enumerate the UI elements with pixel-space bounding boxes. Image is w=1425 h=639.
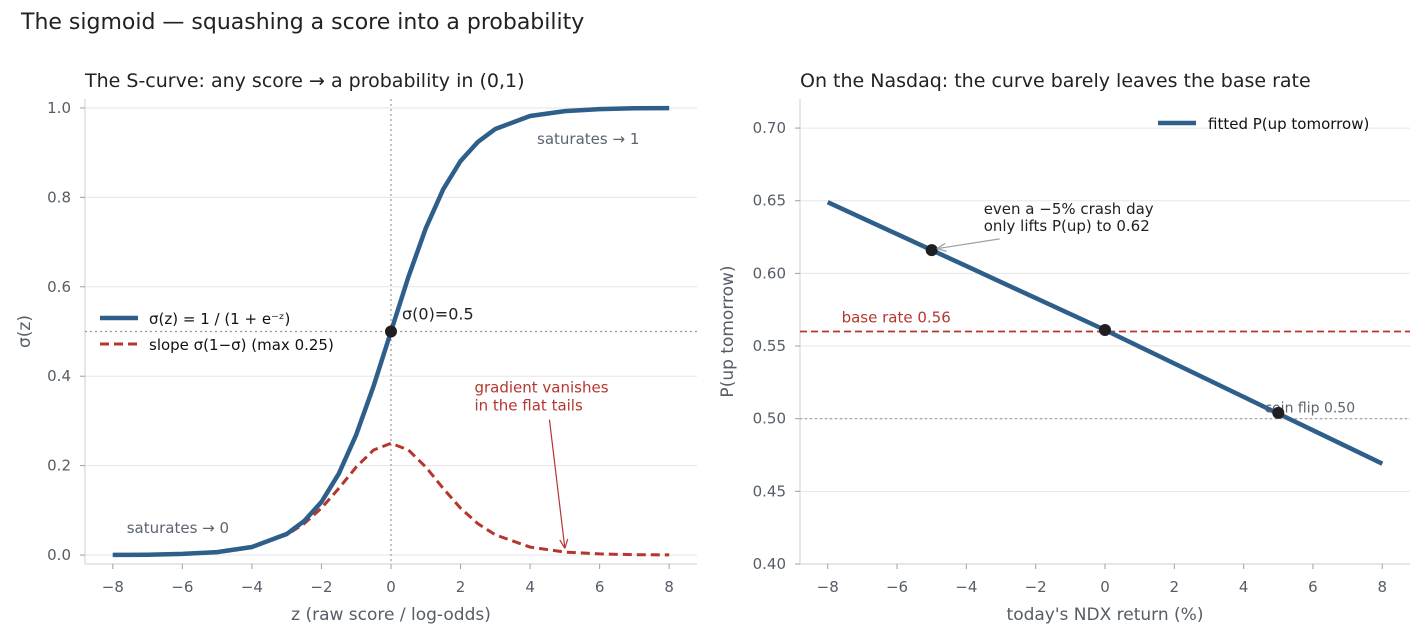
y-tick-label: 0.8 (47, 188, 71, 206)
annotation-gradient-line2: in the flat tails (474, 397, 583, 415)
x-tick-label: −2 (1025, 578, 1047, 596)
legend-label-sigmoid: σ(z) = 1 / (1 + e⁻ᶻ) (149, 310, 290, 328)
x-tick-label: 0 (386, 578, 396, 596)
x-tick-label: 8 (664, 578, 674, 596)
annotation-crash-arrow (936, 238, 1000, 250)
y-tick-label: 0.50 (753, 410, 786, 428)
x-tick-label: −2 (310, 578, 332, 596)
x-tick-label: −8 (102, 578, 124, 596)
x-tick-label: −4 (241, 578, 263, 596)
annotation-saturates-1: saturates → 1 (537, 130, 639, 148)
annotation-gradient-line1: gradient vanishes (474, 379, 608, 397)
fitted-point (925, 244, 938, 257)
x-tick-label: 6 (1308, 578, 1318, 596)
panel-title: The S-curve: any score → a probability i… (84, 70, 525, 92)
x-tick-label: 2 (456, 578, 466, 596)
x-tick-label: 4 (1239, 578, 1249, 596)
y-tick-label: 0.6 (47, 278, 71, 296)
y-tick-label: 0.70 (753, 119, 786, 137)
annotation-crash-line2: only lifts P(up) to 0.62 (984, 217, 1150, 235)
y-axis-label: P(up tomorrow) (718, 265, 738, 397)
y-tick-label: 0.0 (47, 546, 71, 564)
panel-title: On the Nasdaq: the curve barely leaves t… (800, 70, 1311, 92)
x-tick-label: 2 (1170, 578, 1180, 596)
midpoint-label: σ(0)=0.5 (402, 305, 474, 324)
annotation-gradient-arrow (548, 419, 566, 549)
y-tick-label: 0.2 (47, 457, 71, 475)
annotation-crash-line1: even a −5% crash day (984, 200, 1154, 218)
y-tick-label: 0.4 (47, 367, 71, 385)
y-tick-label: 0.60 (753, 264, 786, 282)
x-tick-label: 8 (1377, 578, 1387, 596)
x-tick-label: 6 (595, 578, 605, 596)
fitted-point (1099, 324, 1111, 337)
y-tick-label: 1.0 (47, 99, 71, 117)
annotation-gradient-arrowhead (559, 538, 569, 549)
coin-flip-label: coin flip 0.50 (1264, 401, 1355, 417)
y-tick-label: 0.65 (753, 192, 786, 210)
fitted-point (1272, 406, 1285, 419)
sigmoid-midpoint (385, 325, 397, 338)
x-tick-label: 0 (1100, 578, 1110, 596)
x-axis-label: today's NDX return (%) (1007, 605, 1204, 625)
y-tick-label: 0.45 (753, 482, 786, 500)
x-tick-label: 4 (525, 578, 535, 596)
figure-title: The sigmoid — squashing a score into a p… (21, 10, 585, 35)
annotation-crash-arrowhead (936, 242, 947, 252)
y-tick-label: 0.40 (753, 555, 786, 573)
x-axis-label: z (raw score / log-odds) (291, 605, 491, 625)
x-tick-label: −8 (817, 578, 839, 596)
y-axis-label: σ(z) (15, 315, 35, 348)
base-rate-label: base rate 0.56 (842, 309, 951, 327)
annotation-saturates-0: saturates → 0 (127, 519, 229, 537)
y-tick-label: 0.55 (753, 337, 786, 355)
legend-label-fitted: fitted P(up tomorrow) (1208, 115, 1369, 133)
x-tick-label: −6 (171, 578, 193, 596)
x-tick-label: −6 (886, 578, 908, 596)
x-tick-label: −4 (955, 578, 977, 596)
legend-label-slope: slope σ(1−σ) (max 0.25) (149, 336, 334, 354)
